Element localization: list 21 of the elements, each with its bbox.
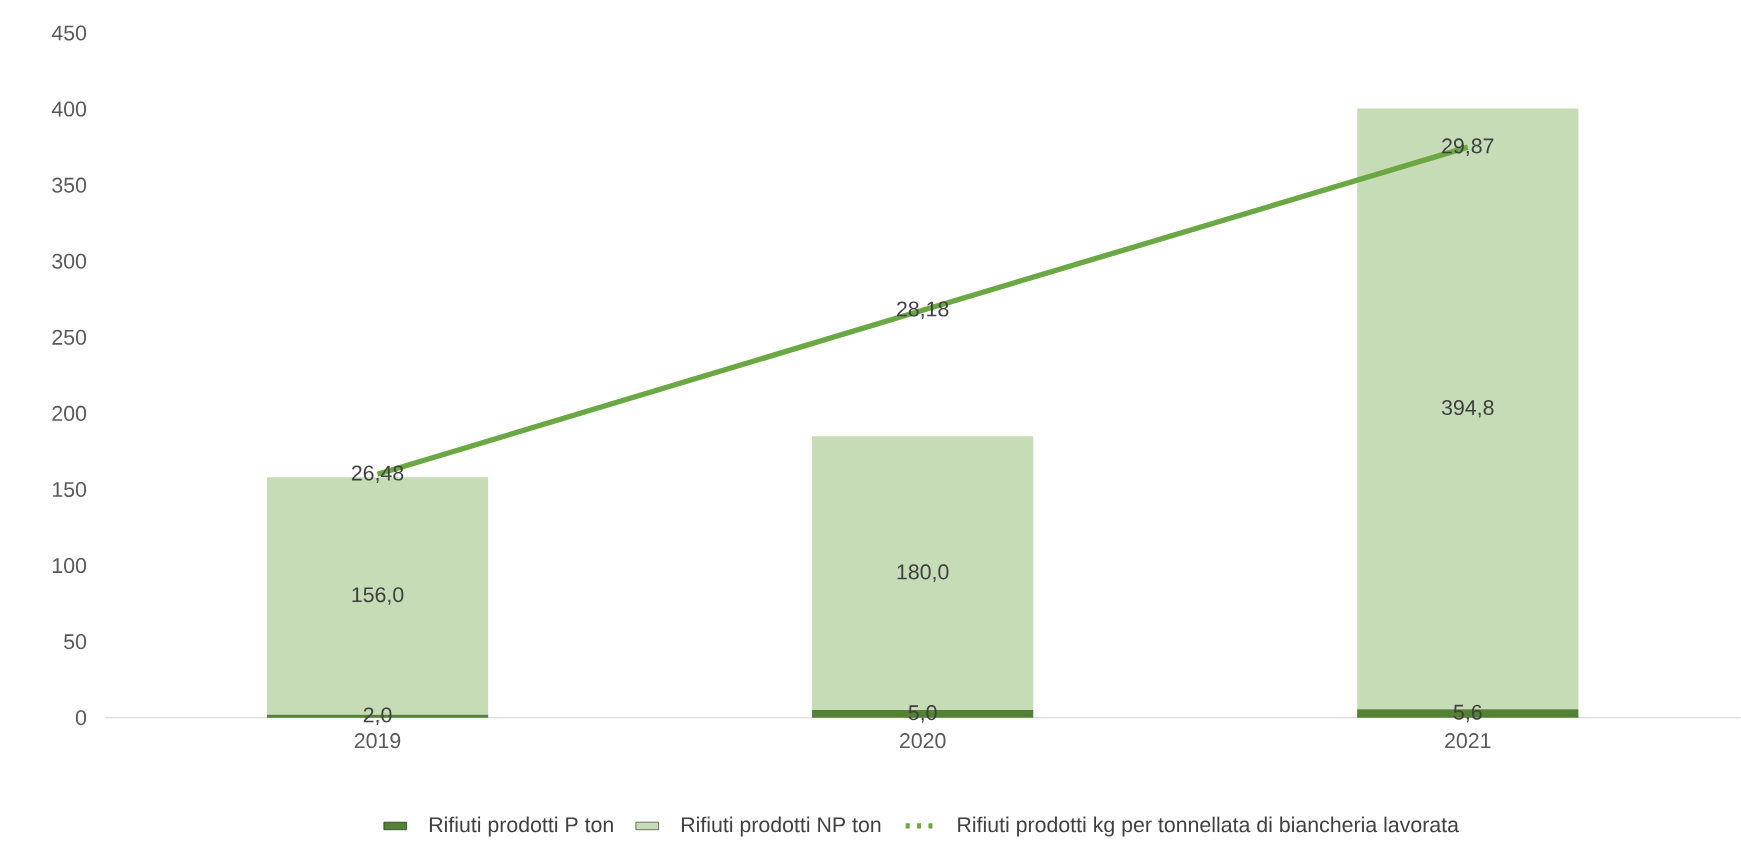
y-tick-label: 400 (51, 101, 87, 117)
y-tick-label: 100 (52, 558, 87, 574)
data-label: 26,48 (351, 465, 404, 484)
data-label: 29,87 (1442, 138, 1494, 157)
y-tick-label: 150 (52, 482, 87, 498)
legend-label: Rifiuti prodotti NP ton (681, 816, 881, 837)
y-tick-label: 50 (64, 634, 87, 650)
legend-label: Rifiuti prodotti kg per tonnellata di biancheria lavorata (958, 816, 1459, 837)
y-tick-label: 450 (51, 25, 87, 41)
y-tick-label: 300 (52, 253, 87, 269)
legend-label: Rifiuti prodotti P ton (429, 816, 613, 837)
y-tick-label: 200 (52, 406, 87, 422)
x-tick-label: 2019 (354, 733, 401, 749)
y-tick-label: 250 (52, 329, 87, 346)
data-label: 156,0 (352, 587, 404, 605)
x-tick-label: 2020 (900, 733, 946, 749)
data-label: 180,0 (897, 564, 949, 583)
x-tick-label: 2021 (1445, 733, 1491, 749)
y-tick-label: 350 (52, 177, 87, 193)
y-tick-label: 0 (75, 710, 87, 726)
data-label: 394,8 (1441, 400, 1494, 418)
